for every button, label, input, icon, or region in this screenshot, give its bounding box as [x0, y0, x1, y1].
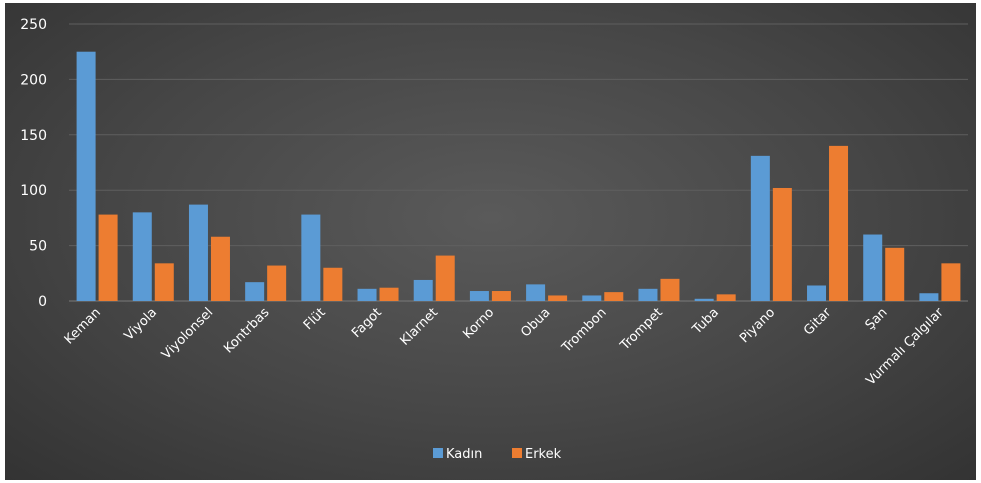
- x-category-label: Obua: [518, 305, 553, 340]
- x-category-label: Tuba: [689, 305, 722, 338]
- bar-kadin: [807, 285, 827, 301]
- bar-kadin: [132, 212, 152, 301]
- x-category-label: Fagot: [349, 305, 385, 341]
- bar-kadin: [469, 291, 489, 301]
- bar-erkek: [660, 278, 680, 301]
- bar-erkek: [435, 255, 455, 301]
- bar-kadin: [919, 293, 939, 301]
- y-axis-ticks: 0 50 100 150 200 250: [20, 17, 47, 310]
- legend-swatch: [512, 448, 522, 458]
- bar-erkek: [716, 294, 736, 301]
- bar-kadin: [526, 284, 546, 301]
- bar-erkek: [98, 214, 118, 301]
- bar-kadin: [694, 298, 714, 301]
- bar-erkek: [941, 263, 961, 301]
- bar-kadin: [750, 155, 770, 301]
- bar-erkek: [491, 291, 511, 301]
- bar-kadin: [357, 288, 377, 301]
- y-tick-label: 200: [20, 72, 47, 88]
- bars: [76, 51, 961, 302]
- bar-kadin: [863, 234, 883, 301]
- legend-label: Kadın: [446, 447, 482, 462]
- bar-erkek: [772, 187, 792, 301]
- x-category-label: Viyolonsel: [159, 305, 216, 362]
- x-category-label: Şan: [863, 305, 891, 333]
- y-tick-label: 50: [29, 239, 47, 255]
- x-category-label: Klarnet: [398, 305, 442, 349]
- bar-kadin: [76, 51, 96, 302]
- legend: Kadın Erkek: [433, 447, 562, 462]
- x-category-label: Piyano: [737, 305, 778, 346]
- legend-label: Erkek: [525, 447, 562, 462]
- bar-erkek: [210, 236, 230, 301]
- y-tick-label: 100: [20, 183, 47, 199]
- bar-erkek: [267, 265, 287, 301]
- bar-kadin: [582, 295, 602, 301]
- bar-kadin: [245, 282, 265, 301]
- y-tick-label: 0: [38, 294, 47, 310]
- x-category-label: Korno: [460, 305, 497, 342]
- legend-swatch: [433, 448, 443, 458]
- bar-erkek: [323, 267, 343, 301]
- bar-erkek: [379, 287, 399, 301]
- bar-erkek: [604, 292, 624, 301]
- chart-frame: 0 50 100 150 200 250 Keman Viyola Viyolonsel Kon…: [5, 3, 976, 480]
- bar-kadin: [188, 204, 208, 301]
- bar-erkek: [829, 145, 849, 301]
- bar-kadin: [638, 288, 658, 301]
- x-category-label: Trompet: [617, 305, 666, 354]
- y-tick-label: 250: [20, 17, 47, 33]
- bar-kadin: [301, 214, 321, 301]
- x-category-label: Viyola: [122, 305, 161, 344]
- bar-kadin: [413, 279, 433, 301]
- bar-erkek: [548, 295, 568, 301]
- bar-erkek: [154, 263, 174, 301]
- y-tick-label: 150: [20, 128, 47, 144]
- x-category-label: Flüt: [301, 305, 329, 333]
- x-category-label: Keman: [62, 305, 104, 347]
- bar-erkek: [885, 247, 905, 301]
- x-category-label: Gitar: [801, 305, 835, 339]
- x-category-label: Kontrbas: [221, 305, 272, 356]
- x-category-label: Trombon: [559, 305, 610, 356]
